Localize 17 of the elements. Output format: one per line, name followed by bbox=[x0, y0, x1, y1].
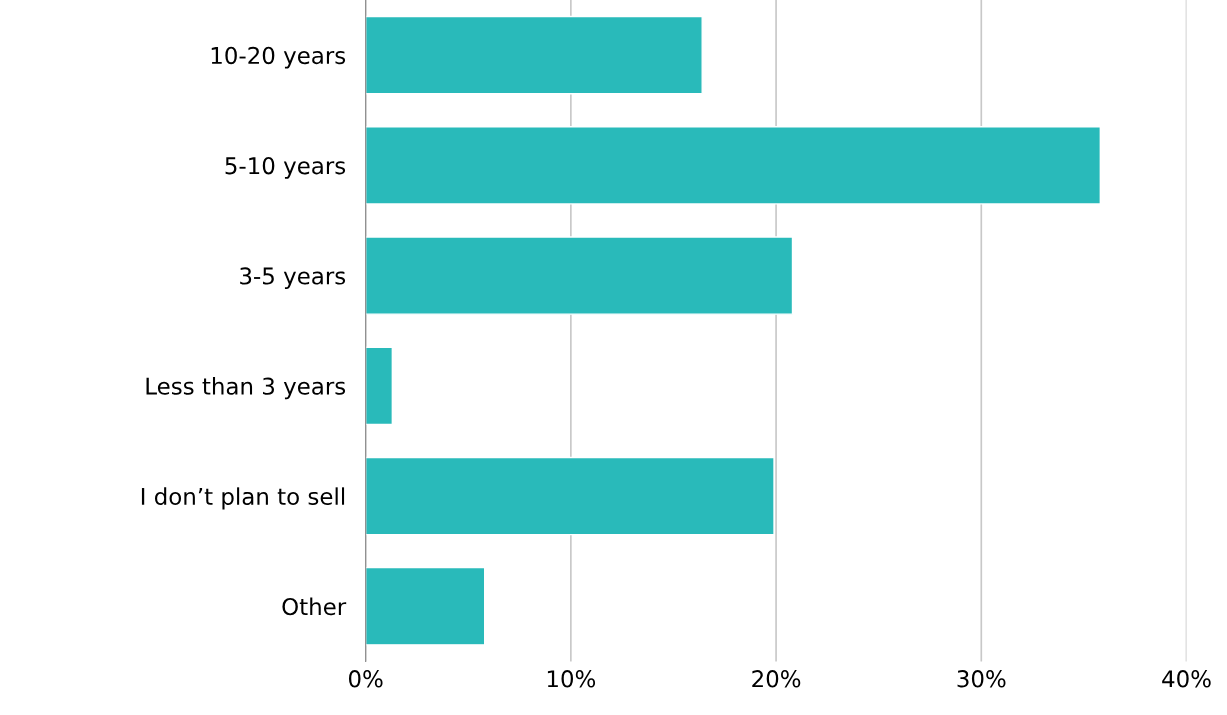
bar bbox=[365, 236, 794, 315]
x-tick-label: 20% bbox=[752, 670, 801, 688]
y-tick-label: Other bbox=[282, 597, 347, 616]
x-tick-label: 30% bbox=[957, 670, 1006, 688]
bar bbox=[365, 456, 775, 536]
y-tick-label: I don’t plan to sell bbox=[141, 487, 345, 510]
bar bbox=[365, 15, 703, 95]
bar bbox=[365, 566, 486, 646]
y-tick-label: 10-20 years bbox=[211, 46, 346, 69]
x-tick-label: 40% bbox=[1162, 670, 1211, 688]
y-tick-label: 3-5 years bbox=[240, 267, 346, 290]
x-tick-label: 10% bbox=[547, 670, 596, 688]
bar bbox=[365, 126, 1102, 205]
y-tick-label: 5-10 years bbox=[225, 157, 346, 179]
bar bbox=[365, 346, 394, 426]
y-tick-label: Less than 3 years bbox=[146, 377, 346, 400]
x-tick-label: 0% bbox=[348, 670, 383, 688]
